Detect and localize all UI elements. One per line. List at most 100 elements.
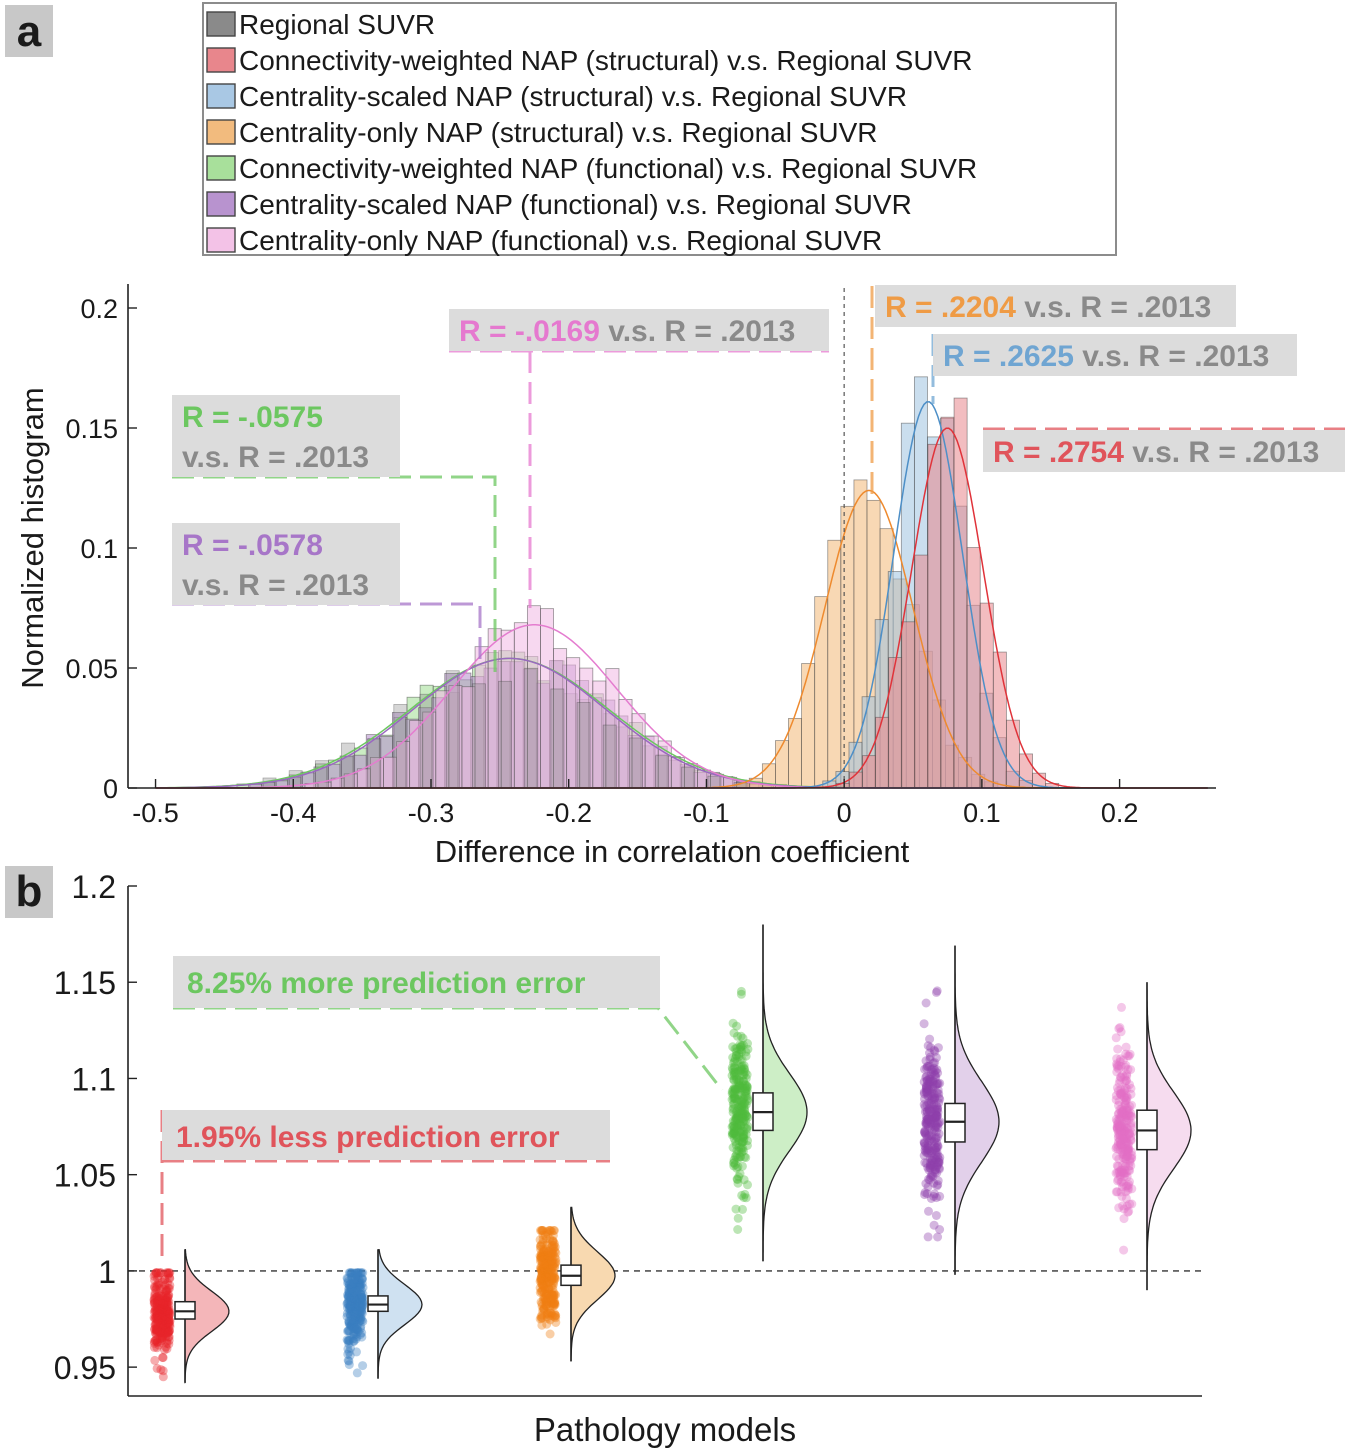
data-point bbox=[926, 1123, 935, 1132]
data-point bbox=[537, 1301, 547, 1311]
data-point bbox=[351, 1275, 360, 1285]
data-point bbox=[924, 1091, 933, 1101]
data-point bbox=[1113, 1120, 1123, 1130]
data-point bbox=[934, 1157, 944, 1167]
data-point bbox=[740, 1109, 750, 1119]
data-point bbox=[538, 1250, 548, 1260]
data-point bbox=[150, 1288, 160, 1298]
data-point bbox=[164, 1326, 174, 1336]
data-point bbox=[164, 1327, 173, 1337]
data-point bbox=[924, 1146, 934, 1156]
data-point bbox=[735, 1063, 745, 1073]
data-point bbox=[155, 1327, 165, 1337]
data-point bbox=[1120, 1077, 1130, 1087]
data-point bbox=[928, 1079, 938, 1088]
data-point bbox=[538, 1226, 547, 1235]
data-point bbox=[163, 1283, 173, 1293]
data-point bbox=[548, 1267, 558, 1277]
data-point bbox=[935, 1152, 945, 1162]
data-point bbox=[922, 1083, 931, 1093]
data-point bbox=[927, 1094, 937, 1104]
data-point bbox=[1118, 1168, 1128, 1178]
data-point bbox=[1118, 1160, 1128, 1170]
data-point bbox=[1125, 1128, 1135, 1138]
data-point bbox=[157, 1307, 167, 1317]
data-point bbox=[1126, 1147, 1136, 1157]
data-point bbox=[162, 1285, 172, 1295]
data-point bbox=[546, 1294, 556, 1304]
data-point bbox=[930, 1145, 940, 1155]
data-point bbox=[729, 1028, 739, 1038]
data-point bbox=[1121, 1159, 1131, 1169]
data-point bbox=[1117, 1134, 1127, 1144]
data-point bbox=[1113, 1133, 1123, 1143]
data-point bbox=[732, 1047, 742, 1057]
data-point bbox=[930, 1113, 940, 1123]
data-point bbox=[927, 1148, 937, 1158]
data-point bbox=[741, 1193, 751, 1203]
data-point bbox=[358, 1295, 368, 1304]
data-point bbox=[356, 1286, 366, 1296]
data-point bbox=[164, 1284, 174, 1293]
data-point bbox=[537, 1266, 547, 1276]
data-point bbox=[357, 1328, 367, 1338]
data-point bbox=[351, 1279, 361, 1289]
data-point bbox=[1121, 1154, 1131, 1164]
data-point bbox=[538, 1279, 548, 1289]
data-point bbox=[929, 1100, 939, 1109]
data-point bbox=[351, 1310, 361, 1320]
regional-suvr-bar bbox=[681, 766, 696, 789]
data-point bbox=[536, 1265, 546, 1275]
data-point bbox=[541, 1261, 551, 1270]
data-point bbox=[538, 1267, 548, 1276]
data-point bbox=[1122, 1116, 1132, 1126]
legend-label: Connectivity-weighted NAP (structural) v… bbox=[239, 45, 972, 76]
data-point bbox=[356, 1289, 366, 1299]
data-point bbox=[732, 1163, 742, 1173]
data-point bbox=[931, 1111, 941, 1121]
data-point bbox=[922, 1081, 932, 1091]
data-point bbox=[1117, 1121, 1126, 1131]
data-point bbox=[727, 1122, 737, 1132]
data-point bbox=[739, 1175, 749, 1185]
data-point bbox=[931, 1110, 941, 1120]
data-point bbox=[1124, 1144, 1134, 1154]
data-point bbox=[1120, 1062, 1130, 1072]
data-point bbox=[151, 1284, 161, 1294]
data-point bbox=[541, 1260, 551, 1270]
data-point bbox=[344, 1287, 354, 1297]
data-point bbox=[536, 1297, 546, 1307]
data-point bbox=[923, 1182, 933, 1192]
data-point bbox=[1115, 1130, 1125, 1140]
data-point bbox=[346, 1283, 356, 1293]
regional-suvr-bar bbox=[655, 755, 669, 789]
data-point bbox=[545, 1226, 555, 1235]
data-point bbox=[164, 1269, 174, 1278]
data-point bbox=[1115, 1114, 1125, 1124]
data-point bbox=[923, 1163, 933, 1173]
data-point bbox=[926, 1115, 936, 1125]
data-point bbox=[728, 1121, 738, 1131]
data-point bbox=[163, 1297, 172, 1306]
data-point bbox=[732, 1121, 742, 1131]
data-point bbox=[162, 1324, 172, 1334]
data-point bbox=[927, 1125, 937, 1135]
data-point bbox=[155, 1295, 165, 1305]
data-point bbox=[730, 1122, 740, 1132]
data-point bbox=[548, 1248, 557, 1258]
data-point bbox=[926, 1065, 936, 1075]
data-point bbox=[348, 1336, 358, 1346]
data-point bbox=[932, 1162, 942, 1172]
data-point bbox=[349, 1322, 359, 1332]
data-point bbox=[929, 1158, 939, 1168]
data-point bbox=[1122, 1084, 1132, 1094]
regional-suvr-bar bbox=[628, 737, 643, 789]
annotation-baseline: v.s. R = .2013 bbox=[1074, 340, 1269, 373]
data-point bbox=[543, 1277, 553, 1287]
data-point bbox=[152, 1280, 162, 1290]
data-point bbox=[928, 1082, 938, 1092]
data-point bbox=[541, 1278, 551, 1288]
data-point bbox=[548, 1299, 558, 1309]
data-point bbox=[925, 1071, 935, 1081]
